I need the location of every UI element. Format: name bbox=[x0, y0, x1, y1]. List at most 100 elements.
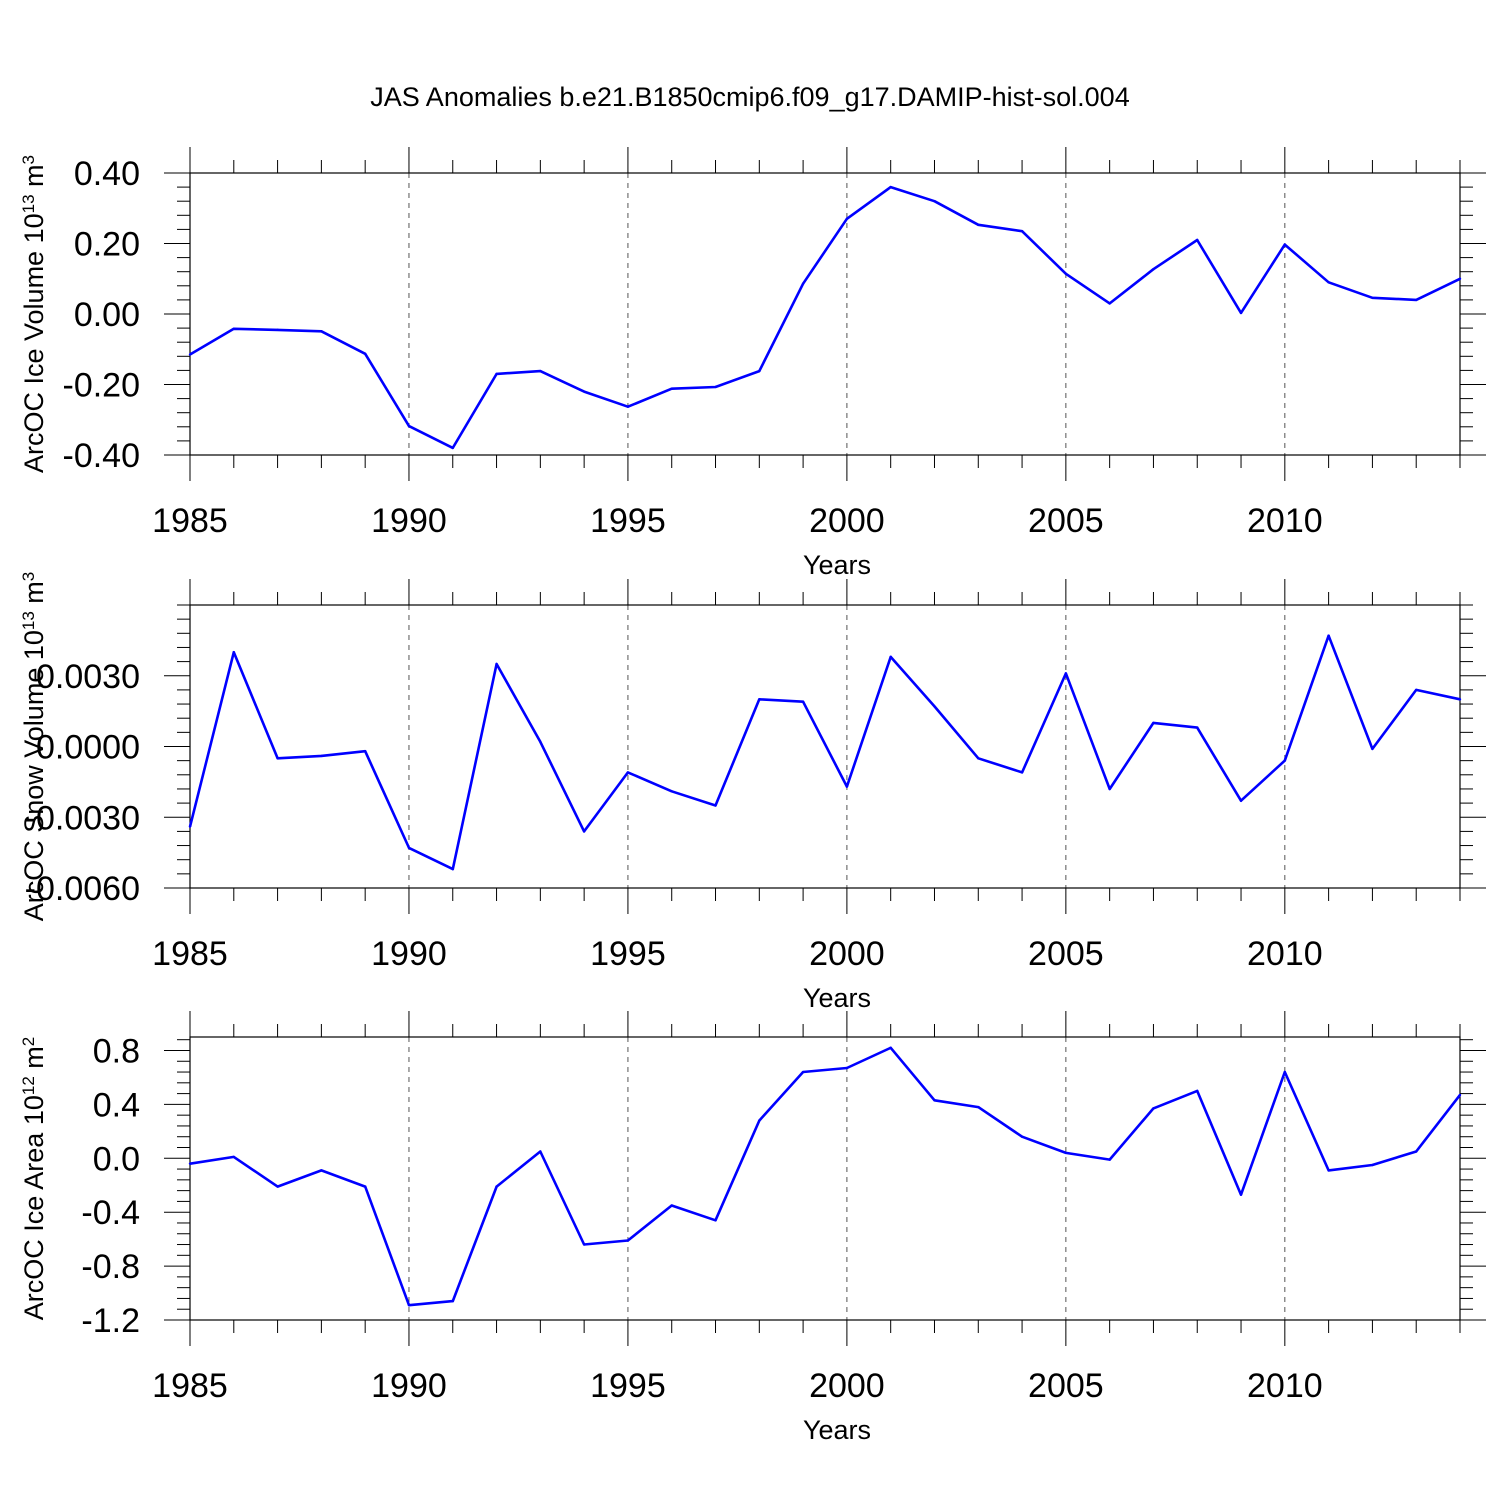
data-point bbox=[889, 1046, 892, 1049]
data-point bbox=[1152, 1107, 1155, 1110]
data-point bbox=[451, 867, 454, 871]
data-point bbox=[758, 369, 761, 373]
data-point bbox=[276, 1185, 279, 1188]
panel-2: -0.0060 -0.0030 0.0000 0.0030 1985 1990 1995 20… bbox=[19, 572, 1486, 1013]
data-point bbox=[363, 1185, 367, 1188]
data-point bbox=[889, 655, 892, 659]
x-axis-title: Years bbox=[803, 983, 871, 1013]
data-point bbox=[758, 1119, 761, 1122]
x-tick-label: 1985 bbox=[152, 502, 228, 540]
data-point bbox=[539, 1150, 542, 1153]
y-tick-label: -0.0060 bbox=[25, 870, 140, 908]
data-point bbox=[1327, 281, 1330, 284]
y-tick-label: -0.20 bbox=[63, 367, 141, 405]
x-axis-title: Years bbox=[803, 550, 871, 580]
x-tick-label: 1985 bbox=[152, 1367, 228, 1405]
data-point bbox=[1108, 787, 1111, 791]
data-point bbox=[232, 650, 235, 654]
data-point bbox=[539, 740, 542, 743]
data-point bbox=[320, 754, 323, 758]
panel-1: -0.40 -0.20 0.00 0.20 0.40 1985 1990 1995 2000 20… bbox=[19, 147, 1486, 580]
data-point bbox=[451, 1299, 454, 1303]
series-line bbox=[189, 185, 1461, 450]
data-point bbox=[977, 1105, 980, 1109]
data-point bbox=[714, 804, 717, 807]
data-point bbox=[1283, 759, 1287, 762]
plot-frame bbox=[189, 172, 1461, 456]
data-point bbox=[1458, 277, 1462, 280]
data-point bbox=[626, 771, 630, 774]
x-tick-label: 2005 bbox=[1028, 935, 1104, 973]
data-point bbox=[801, 282, 805, 285]
data-point bbox=[539, 369, 542, 373]
x-tick-label: 2005 bbox=[1028, 1367, 1104, 1405]
x-tick-label: 2010 bbox=[1247, 502, 1323, 540]
data-point bbox=[1108, 302, 1111, 305]
data-point bbox=[188, 353, 192, 356]
x-tick-label: 1995 bbox=[590, 502, 666, 540]
data-point bbox=[1152, 721, 1155, 725]
data-point bbox=[1415, 688, 1418, 692]
data-point bbox=[1458, 1093, 1462, 1097]
data-point bbox=[1064, 1151, 1068, 1155]
data-point bbox=[1196, 726, 1199, 729]
data-point bbox=[1020, 229, 1024, 233]
series-line bbox=[189, 1046, 1462, 1307]
panel-3: -1.2 -0.8 -0.4 0.0 0.4 0.8 1985 1990 1995 2000 200… bbox=[19, 1011, 1486, 1445]
y-axis-title: ArcOC Snow Volume 1013 m3 bbox=[19, 572, 50, 922]
x-tick-label: 2005 bbox=[1028, 502, 1104, 540]
data-point bbox=[714, 1219, 717, 1222]
x-tick-label: 2000 bbox=[809, 935, 885, 973]
data-point bbox=[1283, 1070, 1287, 1074]
data-point bbox=[670, 387, 673, 390]
data-point bbox=[845, 785, 849, 788]
data-point bbox=[1152, 268, 1155, 271]
data-point bbox=[363, 750, 367, 753]
data-point bbox=[1415, 298, 1418, 302]
data-point bbox=[933, 1099, 936, 1102]
data-point bbox=[845, 217, 849, 221]
data-point bbox=[1064, 672, 1068, 675]
y-tick-label: -0.4 bbox=[81, 1194, 140, 1232]
data-point bbox=[1327, 634, 1330, 637]
data-point bbox=[889, 185, 892, 189]
data-point bbox=[320, 1169, 323, 1172]
x-tick-label: 1990 bbox=[371, 502, 447, 540]
data-point bbox=[582, 830, 586, 833]
data-point bbox=[1327, 1169, 1330, 1172]
data-point bbox=[977, 757, 980, 760]
data-point bbox=[188, 1162, 192, 1165]
x-tick-label: 2010 bbox=[1247, 935, 1323, 973]
data-point bbox=[232, 327, 235, 331]
y-tick-label: 0.00 bbox=[74, 296, 140, 334]
data-point bbox=[1020, 1135, 1024, 1138]
data-point bbox=[626, 405, 630, 408]
data-point bbox=[495, 372, 498, 376]
data-point bbox=[363, 352, 367, 356]
x-tick-label: 1995 bbox=[590, 935, 666, 973]
data-point bbox=[407, 424, 411, 428]
data-point bbox=[1196, 1089, 1199, 1093]
y-tick-label: 0.0000 bbox=[36, 729, 140, 767]
x-tick-label: 1995 bbox=[590, 1367, 666, 1405]
x-tick-label: 1990 bbox=[371, 935, 447, 973]
data-point bbox=[1020, 771, 1024, 774]
x-axis-title: Years bbox=[803, 1415, 871, 1445]
data-point bbox=[232, 1155, 235, 1159]
data-point bbox=[276, 757, 279, 760]
data-point bbox=[1371, 747, 1374, 751]
data-point bbox=[582, 1243, 586, 1246]
y-tick-label: -1.2 bbox=[81, 1302, 140, 1340]
y-tick-label: 0.40 bbox=[74, 155, 140, 193]
data-point bbox=[933, 200, 936, 203]
y-tick-label: 0.20 bbox=[74, 226, 140, 264]
data-point bbox=[1458, 698, 1462, 701]
data-point bbox=[1239, 799, 1243, 802]
data-point bbox=[1196, 238, 1199, 242]
data-point bbox=[977, 223, 980, 227]
series-line bbox=[188, 634, 1461, 871]
data-point bbox=[714, 385, 717, 389]
data-point bbox=[1371, 296, 1374, 299]
data-point bbox=[670, 790, 673, 793]
